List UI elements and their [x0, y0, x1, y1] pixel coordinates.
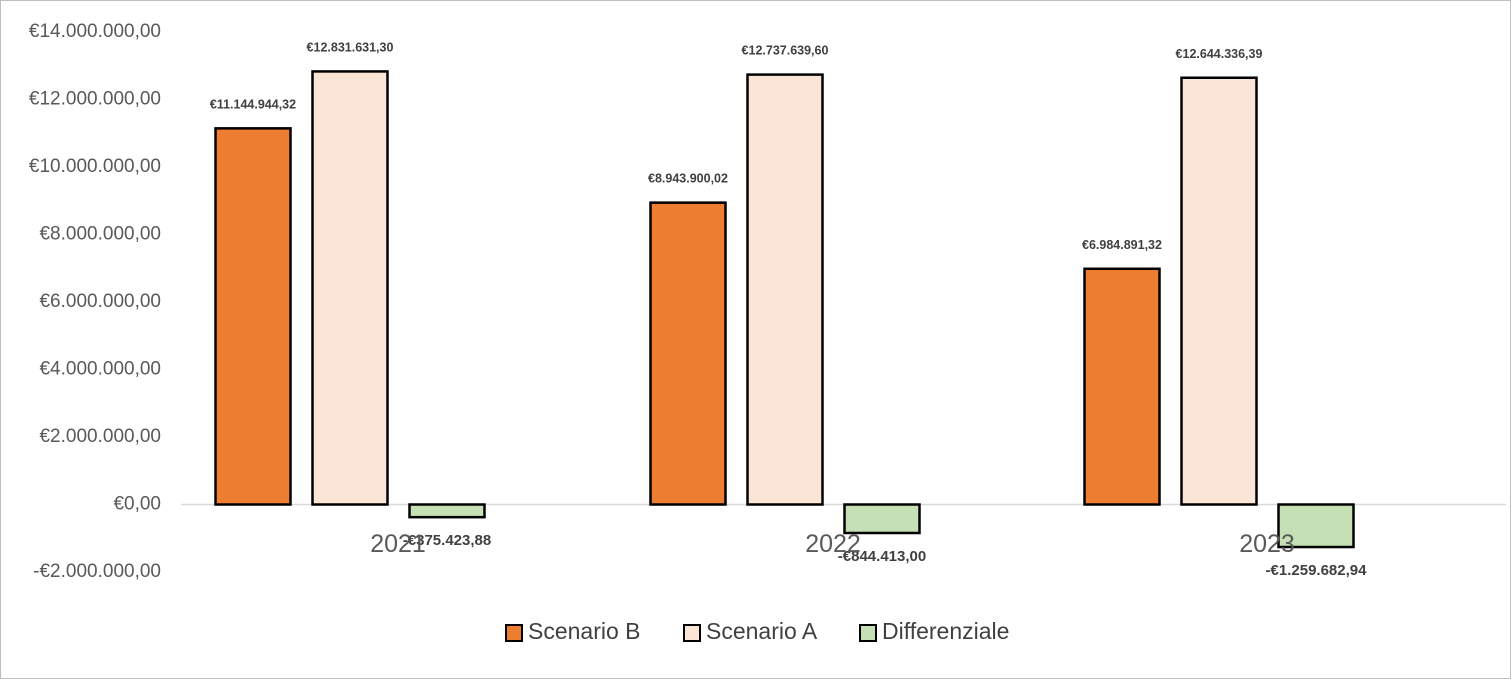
bar-differenziale-2022	[843, 503, 921, 535]
bar-differenziale-2023	[1277, 503, 1355, 549]
data-label: -€375.423,88	[403, 532, 491, 549]
x-tick-label: 2021	[370, 530, 426, 558]
data-label: -€1.259.682,94	[1266, 562, 1368, 579]
data-label: €8.943.900,02	[648, 172, 728, 186]
data-label: €12.644.336,39	[1176, 47, 1263, 61]
data-label: -€844.413,00	[838, 548, 926, 565]
data-label: €6.984.891,32	[1082, 238, 1162, 252]
y-tick-label: €0,00	[113, 494, 161, 515]
y-tick-label: -€2.000.000,00	[33, 561, 161, 582]
bar-scenario-a-2023	[1180, 76, 1258, 506]
bar-differenziale-2021	[408, 503, 486, 519]
legend-swatch	[683, 624, 701, 642]
bar-scenario-a-2022	[746, 73, 824, 506]
bar-scenario-a-2021	[311, 70, 389, 506]
y-tick-label: €2.000.000,00	[39, 426, 161, 447]
y-tick-label: €14.000.000,00	[29, 21, 161, 42]
bar-scenario-b-2022	[649, 201, 727, 506]
y-tick-label: €4.000.000,00	[39, 359, 161, 380]
legend-swatch	[505, 624, 523, 642]
legend-swatch	[859, 624, 877, 642]
x-tick-label: 2022	[805, 530, 861, 558]
y-tick-label: €6.000.000,00	[39, 291, 161, 312]
y-tick-label: €8.000.000,00	[39, 224, 161, 245]
y-tick-label: €12.000.000,00	[29, 89, 161, 110]
data-label: €12.737.639,60	[742, 44, 829, 58]
bar-scenario-b-2023	[1083, 267, 1161, 506]
data-label: €11.144.944,32	[210, 97, 296, 111]
bar-scenario-b-2021	[214, 127, 292, 506]
x-tick-label: 2023	[1239, 530, 1295, 558]
legend-label: Differenziale	[882, 618, 1009, 644]
legend-label: Scenario B	[528, 618, 641, 644]
y-tick-label: €10.000.000,00	[29, 156, 161, 177]
data-label: €12.831.631,30	[307, 40, 394, 54]
legend-label: Scenario A	[706, 618, 818, 644]
